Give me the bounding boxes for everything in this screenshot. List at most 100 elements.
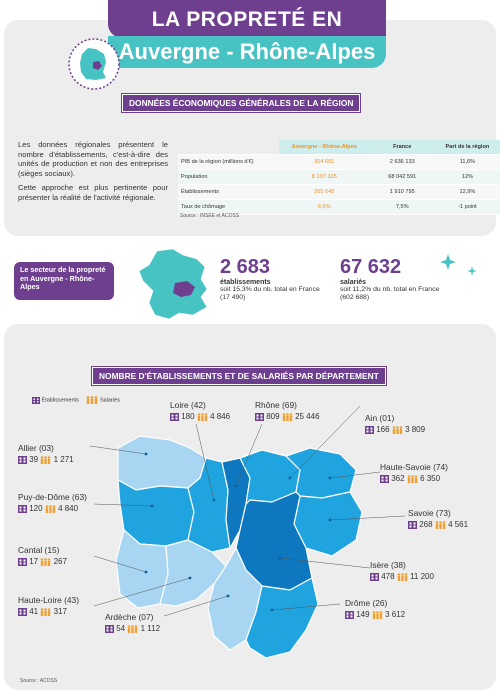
icon-building [18, 504, 27, 513]
leader-lines [89, 405, 406, 617]
department-label: Allier (03) 39 1 271 [18, 443, 74, 465]
sector-box: Le secteur de la propreté en Auvergne - … [14, 262, 114, 300]
section-heading: NOMBRE D'ÉTABLISSEMENTS ET DE SALARIÉS P… [91, 366, 387, 386]
employees: 4 561 [448, 520, 469, 529]
establishments: 17 [29, 557, 39, 566]
table-row: PIB de la région (millions d'€) 304 681 … [178, 154, 500, 170]
department-dots [144, 452, 332, 612]
legend: Établissements Salariés [32, 396, 120, 404]
employees: 1 112 [140, 624, 161, 633]
stat-number: 67 632 [340, 256, 402, 278]
establishments: 41 [29, 607, 39, 616]
dept-drome [245, 577, 319, 659]
cell: 7,5% [369, 199, 435, 215]
department-name: Isère (38) [370, 560, 406, 570]
department-label: Savoie (73) 268 4 561 [408, 508, 468, 530]
cell: 265 648 [278, 184, 370, 200]
cell: PIB de la région (millions d'€) [178, 154, 279, 170]
department-name: Ain (01) [365, 413, 395, 423]
department-label: Haute-Savoie (74) 362 6 350 [380, 462, 448, 484]
table-row: Population 8 197 325 68 042 591 12% [178, 169, 500, 185]
department-name: Ardèche (07) [105, 612, 154, 622]
sparkles [440, 254, 477, 276]
icon-people [435, 521, 446, 529]
column-header: France [369, 140, 435, 155]
department-label: Ain (01) 166 3 809 [365, 413, 425, 435]
employees: 3 809 [405, 425, 426, 434]
stat-detail: soit 11,2% du nb. total en France (602 6… [340, 286, 440, 302]
employees: 1 271 [53, 455, 74, 464]
table-row: Établissements 265 648 1 910 795 12,9% [178, 184, 500, 200]
stat-detail: soit 15,3% du nb. total en France (17 49… [220, 286, 320, 302]
department-name: Haute-Loire (43) [18, 595, 79, 605]
icon-people [45, 505, 56, 513]
department-name: Puy-de-Dôme (63) [18, 492, 87, 502]
icon-building [255, 412, 264, 421]
employees: 4 846 [210, 412, 231, 421]
establishments: 54 [116, 624, 126, 633]
table-source: Source : INSEE et ACOSS [180, 213, 240, 219]
employees: 317 [53, 607, 67, 616]
france-map [138, 248, 208, 320]
department-label: Loire (42) 180 4 846 [170, 400, 230, 422]
cell: 11,6% [434, 154, 500, 170]
cell: 2 636 133 [369, 154, 435, 170]
economy-table: Auvergne - Rhône-Alpes France Part de la… [178, 140, 500, 215]
cell: -1 point [434, 199, 500, 215]
establishments: 180 [181, 412, 195, 421]
stat-unit: établissements [220, 279, 271, 286]
employees: 6 350 [420, 474, 441, 483]
stat-number: 2 683 [220, 256, 271, 278]
establishments: 39 [29, 455, 39, 464]
establishments: 166 [376, 425, 390, 434]
department-label: Puy-de-Dôme (63) 120 4 840 [18, 492, 87, 514]
icon-building [18, 455, 27, 464]
france-badge [68, 38, 120, 90]
department-label: Isère (38) 478 11 200 [370, 560, 434, 582]
department-label: Haute-Loire (43) 41 317 [18, 595, 79, 617]
stat-employees: 67 632 salariés soit 11,2% du nb. total … [340, 256, 450, 303]
establishments: 478 [381, 572, 395, 581]
employees: 3 612 [385, 610, 406, 619]
icon-people [397, 573, 408, 581]
icon-building [105, 624, 114, 633]
icon-people [372, 611, 383, 619]
stat-unit: salariés [340, 279, 367, 286]
column-header: Part de la région [434, 140, 500, 155]
paragraph: Cette approche est plus pertinente pour … [18, 183, 168, 202]
legend-label: Établissements [41, 397, 79, 404]
cell: 68 042 591 [369, 169, 435, 185]
icon-people [197, 413, 208, 421]
cell: 1 910 795 [369, 184, 435, 200]
employees: 25 446 [295, 412, 320, 421]
employees: 11 200 [410, 572, 434, 581]
cell: Établissements [178, 184, 279, 200]
cell: 6,5% [278, 199, 370, 215]
title-line-2: Auvergne - Rhône-Alpes [108, 36, 386, 68]
icon-building [345, 610, 354, 619]
icon-building [18, 557, 27, 566]
establishments: 149 [356, 610, 370, 619]
department-name: Savoie (73) [408, 508, 451, 518]
employees: 4 840 [58, 504, 79, 513]
icon-people [128, 625, 138, 633]
cell: 304 681 [278, 154, 370, 170]
department-label: Rhône (69) 809 25 446 [255, 400, 320, 422]
empty-cell [178, 140, 279, 155]
establishments: 120 [29, 504, 43, 513]
cell: 8 197 325 [278, 169, 370, 185]
dept-allier [117, 435, 207, 491]
table-row: Taux de chômage 6,5% 7,5% -1 point [178, 199, 500, 215]
department-name: Rhône (69) [255, 400, 297, 410]
intro: Les données régionales présentent le nom… [18, 140, 168, 208]
section-heading: DONNÉES ÉCONOMIQUES GÉNÉRALES DE LA RÉGI… [120, 93, 362, 113]
icon-building [408, 520, 417, 529]
legend-label: Salariés [100, 397, 120, 404]
icon-people [392, 426, 403, 434]
cell: 12% [434, 169, 500, 185]
icon-people [282, 413, 293, 421]
icon-building [365, 425, 374, 434]
cell: 12,9% [434, 184, 500, 200]
